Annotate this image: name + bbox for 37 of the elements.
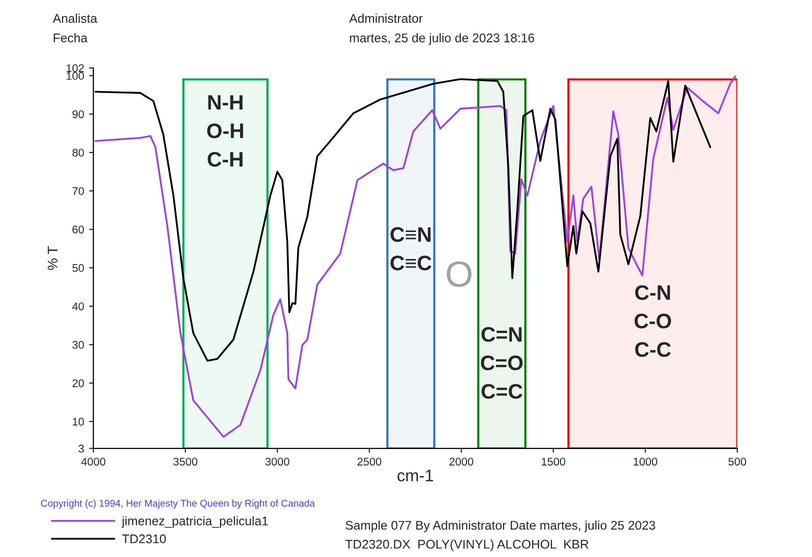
text: Copyright (c) 1994, Her Majesty The Queen by Right of Canada: [41, 500, 315, 509]
y-axis-title: % T: [48, 246, 58, 270]
legend-label: jimenez_patricia_pelicula1: [122, 516, 268, 528]
y-tick-label: 60: [72, 226, 84, 234]
x-tick-label: 1500: [542, 458, 566, 466]
text: TD2320.DX POLY(VINYL) ALCOHOL KBR: [345, 539, 588, 552]
x-tick-label: 1000: [634, 458, 658, 466]
y-tick-label: 40: [72, 302, 84, 310]
band-label: N-H O-H C-H: [207, 95, 244, 167]
x-axis-title: cm-1: [398, 470, 434, 482]
band-label: C=N C=O C=C: [480, 327, 523, 399]
y-tick-label: 100: [66, 72, 84, 80]
text: martes, 25 de julio de 2023 18:16: [350, 33, 534, 45]
x-tick-label: 3500: [173, 458, 198, 466]
x-tick-label: 2500: [358, 458, 382, 466]
y-tick-label: 3: [78, 444, 84, 453]
y-tick-label: 10: [72, 418, 84, 426]
y-tick-label: 30: [72, 340, 84, 349]
text: Administrator: [349, 14, 423, 23]
band-label: C-N C-O C-C: [634, 285, 672, 357]
text: Analista: [52, 14, 98, 23]
y-tick-label: 50: [72, 264, 84, 272]
legend-label: TD2310: [122, 534, 166, 544]
y-tick-label: 80: [72, 148, 84, 157]
y-tick-label: 102: [66, 64, 84, 72]
band-label: C≡N C≡C: [390, 227, 432, 270]
text: Fecha: [54, 33, 88, 42]
line-series: [94, 76, 736, 438]
y-tick-label: 70: [72, 187, 84, 196]
x-tick-label: 2000: [450, 458, 474, 466]
x-tick-label: 3000: [265, 458, 290, 466]
annotation: O: [446, 261, 472, 287]
y-tick-label: 20: [72, 379, 84, 388]
text: Sample 077 By Administrator Date martes, julio 25 2023: [346, 520, 656, 532]
x-tick-label: 500: [728, 458, 746, 466]
y-tick-label: 90: [72, 110, 84, 118]
x-tick-label: 4000: [81, 458, 106, 466]
